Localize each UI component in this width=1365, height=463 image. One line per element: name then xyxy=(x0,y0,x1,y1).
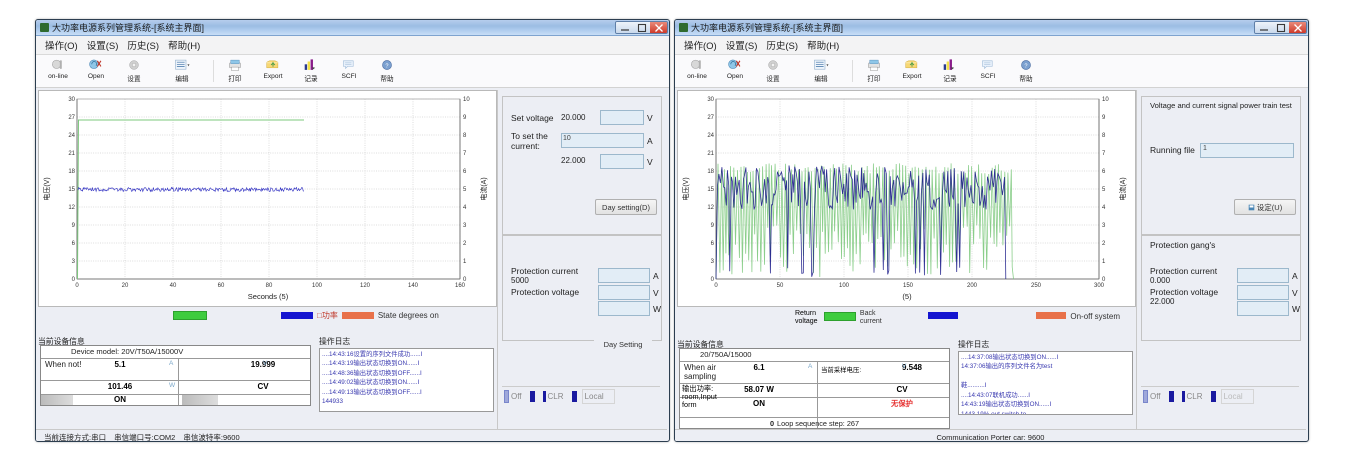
svg-text:60: 60 xyxy=(218,283,225,289)
svg-text:?: ? xyxy=(1024,63,1027,69)
svg-text:1: 1 xyxy=(463,259,467,265)
svg-text:27: 27 xyxy=(68,115,75,121)
svg-text:160: 160 xyxy=(455,283,466,289)
svg-text:200: 200 xyxy=(967,283,978,289)
svg-text:10: 10 xyxy=(1102,97,1109,103)
svg-text:15: 15 xyxy=(68,187,75,193)
svg-text:1: 1 xyxy=(1102,259,1106,265)
svg-text:4: 4 xyxy=(1102,205,1106,211)
svg-text:15: 15 xyxy=(707,187,714,193)
svg-text:21: 21 xyxy=(707,151,714,157)
svg-text:3: 3 xyxy=(72,259,76,265)
svg-text:2: 2 xyxy=(463,241,467,247)
svg-text:120: 120 xyxy=(360,283,371,289)
svg-text:0: 0 xyxy=(75,283,79,289)
svg-text:50: 50 xyxy=(777,283,784,289)
svg-text:6: 6 xyxy=(72,241,76,247)
svg-text:9: 9 xyxy=(711,223,715,229)
svg-text:?: ? xyxy=(385,63,388,69)
svg-text:20: 20 xyxy=(122,283,129,289)
svg-text:电流(A): 电流(A) xyxy=(479,177,488,200)
svg-text:300: 300 xyxy=(1094,283,1105,289)
svg-text:9: 9 xyxy=(1102,115,1106,121)
svg-text:24: 24 xyxy=(707,133,714,139)
svg-text:100: 100 xyxy=(839,283,850,289)
svg-text:0: 0 xyxy=(714,283,718,289)
svg-text:12: 12 xyxy=(707,205,714,211)
svg-text:(5): (5) xyxy=(902,292,912,301)
svg-text:3: 3 xyxy=(711,259,715,265)
svg-text:电压(V): 电压(V) xyxy=(42,177,51,200)
svg-text:40: 40 xyxy=(170,283,177,289)
svg-text:150: 150 xyxy=(903,283,914,289)
svg-text:电压(V): 电压(V) xyxy=(681,177,690,200)
svg-text:6: 6 xyxy=(711,241,715,247)
svg-text:140: 140 xyxy=(408,283,419,289)
svg-text:3: 3 xyxy=(463,223,467,229)
svg-text:8: 8 xyxy=(463,133,467,139)
svg-text:21: 21 xyxy=(68,151,75,157)
svg-text:80: 80 xyxy=(266,283,273,289)
svg-text:6: 6 xyxy=(463,169,467,175)
svg-text:4: 4 xyxy=(463,205,467,211)
svg-text:18: 18 xyxy=(68,169,75,175)
svg-text:8: 8 xyxy=(1102,133,1106,139)
svg-text:12: 12 xyxy=(68,205,75,211)
svg-text:30: 30 xyxy=(68,97,75,103)
svg-text:3: 3 xyxy=(1102,223,1106,229)
svg-text:7: 7 xyxy=(1102,151,1106,157)
svg-text:9: 9 xyxy=(463,115,467,121)
svg-text:电流(A): 电流(A) xyxy=(1118,177,1127,200)
svg-text:5: 5 xyxy=(463,187,467,193)
svg-text:18: 18 xyxy=(707,169,714,175)
svg-text:7: 7 xyxy=(463,151,467,157)
svg-text:9: 9 xyxy=(72,223,76,229)
svg-text:10: 10 xyxy=(463,97,470,103)
svg-text:24: 24 xyxy=(68,133,75,139)
svg-text:Seconds (5): Seconds (5) xyxy=(248,292,289,301)
svg-text:250: 250 xyxy=(1031,283,1042,289)
svg-text:100: 100 xyxy=(312,283,323,289)
svg-text:6: 6 xyxy=(1102,169,1106,175)
svg-text:2: 2 xyxy=(1102,241,1106,247)
svg-text:30: 30 xyxy=(707,97,714,103)
svg-text:27: 27 xyxy=(707,115,714,121)
svg-text:5: 5 xyxy=(1102,187,1106,193)
